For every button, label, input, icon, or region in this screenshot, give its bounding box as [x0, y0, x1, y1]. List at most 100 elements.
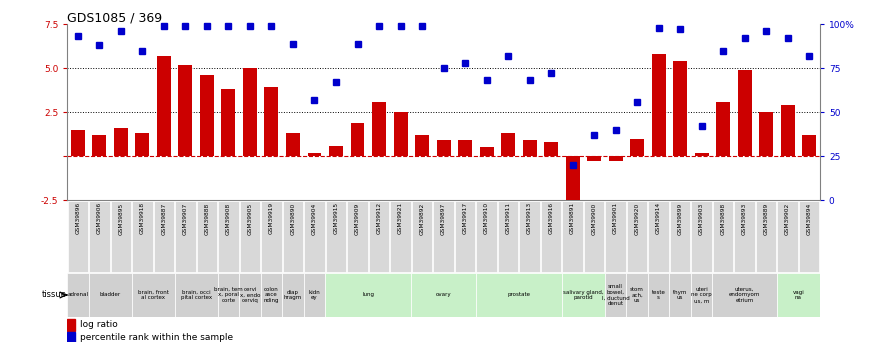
Text: GSM39903: GSM39903	[699, 202, 704, 235]
Text: GSM39900: GSM39900	[591, 202, 597, 235]
Bar	[286, 133, 300, 156]
FancyBboxPatch shape	[691, 201, 712, 272]
Text: GSM39909: GSM39909	[355, 202, 360, 235]
FancyBboxPatch shape	[777, 274, 820, 316]
Text: cervi
x, endo
cerviq: cervi x, endo cerviq	[240, 287, 260, 303]
Bar	[759, 112, 773, 156]
FancyBboxPatch shape	[411, 274, 476, 316]
Text: GSM39897: GSM39897	[441, 202, 446, 235]
Bar	[92, 135, 107, 156]
Bar	[458, 140, 472, 156]
FancyBboxPatch shape	[325, 201, 347, 272]
Text: GSM39893: GSM39893	[742, 202, 747, 235]
Text: GSM39916: GSM39916	[548, 202, 554, 234]
Bar	[673, 61, 687, 156]
FancyBboxPatch shape	[648, 274, 669, 316]
FancyBboxPatch shape	[390, 201, 411, 272]
Text: GSM39895: GSM39895	[118, 202, 124, 235]
FancyBboxPatch shape	[218, 201, 239, 272]
Text: GSM39899: GSM39899	[677, 202, 683, 235]
FancyBboxPatch shape	[669, 201, 691, 272]
FancyBboxPatch shape	[798, 201, 820, 272]
Text: salivary gland,
parotid: salivary gland, parotid	[563, 289, 604, 300]
FancyBboxPatch shape	[89, 274, 132, 316]
Text: GSM39890: GSM39890	[290, 202, 296, 235]
Bar	[415, 135, 429, 156]
FancyBboxPatch shape	[261, 274, 282, 316]
Bar	[393, 112, 408, 156]
FancyBboxPatch shape	[196, 201, 218, 272]
Bar	[544, 142, 558, 156]
Bar	[114, 128, 128, 156]
Text: GSM39913: GSM39913	[527, 202, 532, 234]
Text: brain, front
al cortex: brain, front al cortex	[138, 289, 168, 300]
Bar	[221, 89, 236, 156]
Text: bladder: bladder	[99, 293, 121, 297]
FancyBboxPatch shape	[110, 201, 132, 272]
FancyBboxPatch shape	[734, 201, 755, 272]
Bar	[522, 140, 537, 156]
Text: log ratio: log ratio	[80, 320, 117, 329]
Text: GSM39901: GSM39901	[613, 202, 618, 234]
FancyBboxPatch shape	[67, 274, 89, 316]
FancyBboxPatch shape	[304, 201, 325, 272]
Bar	[694, 154, 709, 156]
FancyBboxPatch shape	[282, 201, 304, 272]
Text: GSM39887: GSM39887	[161, 202, 167, 235]
FancyBboxPatch shape	[540, 201, 562, 272]
FancyBboxPatch shape	[132, 274, 175, 316]
Text: GSM39918: GSM39918	[140, 202, 145, 234]
Text: GSM39915: GSM39915	[333, 202, 339, 234]
FancyBboxPatch shape	[261, 201, 282, 272]
Text: stom
ach,
us: stom ach, us	[630, 287, 644, 303]
Text: thym
us: thym us	[673, 289, 687, 300]
Bar	[737, 70, 752, 156]
Text: GSM39914: GSM39914	[656, 202, 661, 234]
Bar	[350, 123, 365, 156]
Text: lung: lung	[362, 293, 375, 297]
Text: prostate: prostate	[507, 293, 530, 297]
Text: uterus,
endomyom
etrium: uterus, endomyom etrium	[728, 287, 761, 303]
Bar	[307, 154, 322, 156]
Bar	[802, 135, 816, 156]
FancyBboxPatch shape	[89, 201, 110, 272]
Text: GSM39892: GSM39892	[419, 202, 425, 235]
Bar	[587, 156, 601, 161]
Bar	[651, 54, 666, 156]
FancyBboxPatch shape	[777, 201, 798, 272]
FancyBboxPatch shape	[626, 274, 648, 316]
Bar	[200, 75, 214, 156]
Bar	[67, 332, 75, 344]
FancyBboxPatch shape	[583, 201, 605, 272]
Text: GSM39907: GSM39907	[183, 202, 188, 235]
Text: GSM39908: GSM39908	[226, 202, 231, 235]
FancyBboxPatch shape	[476, 201, 497, 272]
Text: GSM39891: GSM39891	[570, 202, 575, 234]
FancyBboxPatch shape	[153, 201, 175, 272]
Text: brain, occi
pital cortex: brain, occi pital cortex	[181, 289, 211, 300]
Bar	[565, 156, 580, 218]
FancyBboxPatch shape	[454, 201, 476, 272]
Bar	[608, 156, 623, 161]
FancyBboxPatch shape	[218, 274, 239, 316]
FancyBboxPatch shape	[304, 274, 325, 316]
Text: GDS1085 / 369: GDS1085 / 369	[67, 11, 162, 24]
Text: GSM39896: GSM39896	[75, 202, 81, 234]
Text: GSM39888: GSM39888	[204, 202, 210, 235]
FancyBboxPatch shape	[712, 274, 777, 316]
FancyBboxPatch shape	[562, 201, 583, 272]
Text: uteri
ne corp
us, m: uteri ne corp us, m	[691, 287, 712, 303]
Text: GSM39911: GSM39911	[505, 202, 511, 234]
Text: adrenal: adrenal	[67, 293, 89, 297]
Text: ovary: ovary	[435, 293, 452, 297]
Text: brain, tem
x, poral
corte: brain, tem x, poral corte	[214, 287, 243, 303]
Bar	[780, 105, 795, 156]
FancyBboxPatch shape	[368, 201, 390, 272]
FancyBboxPatch shape	[411, 201, 433, 272]
Bar	[630, 139, 644, 156]
Text: GSM39906: GSM39906	[97, 202, 102, 234]
Bar	[264, 88, 279, 156]
Text: GSM39910: GSM39910	[484, 202, 489, 234]
FancyBboxPatch shape	[239, 201, 261, 272]
Text: kidn
ey: kidn ey	[308, 289, 321, 300]
